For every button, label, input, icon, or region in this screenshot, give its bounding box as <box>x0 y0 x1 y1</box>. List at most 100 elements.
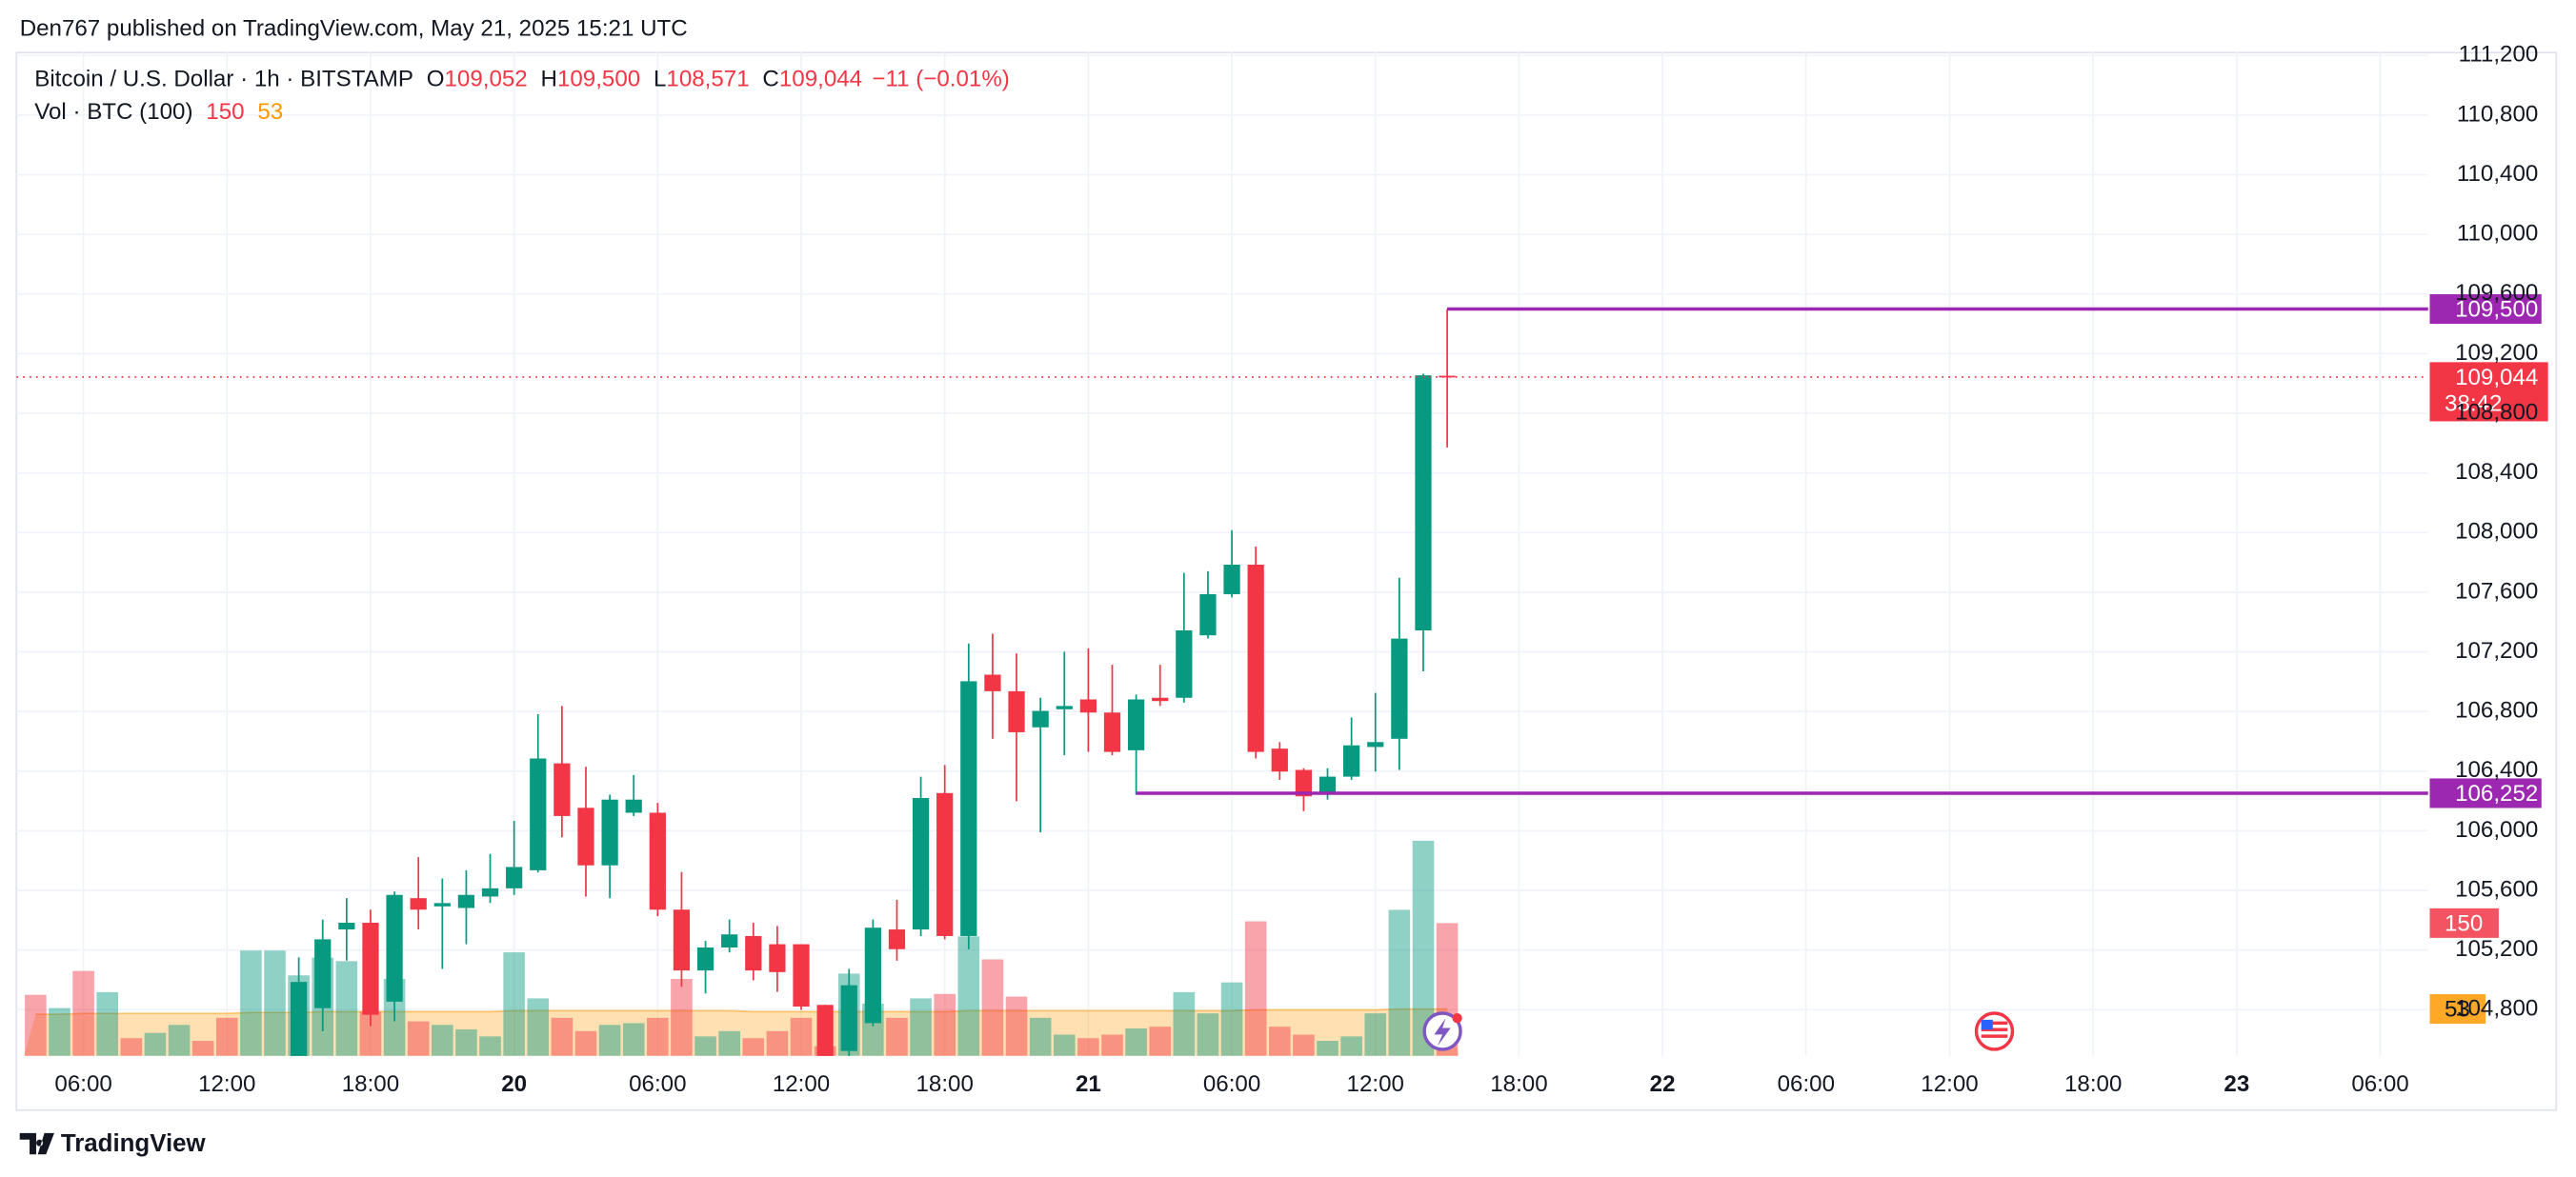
candle-body <box>793 944 810 1007</box>
x-tick-label: 18:00 <box>342 1071 399 1097</box>
y-tick-label: 105,200 <box>2455 936 2538 962</box>
ohlc-key: C <box>762 67 778 92</box>
volume-bar <box>551 1017 574 1056</box>
volume-bar <box>1125 1028 1147 1056</box>
y-tick-label: 106,000 <box>2455 817 2538 843</box>
y-tick-label: 110,800 <box>2457 101 2538 127</box>
price-label-box <box>2429 293 2542 324</box>
volume-bar <box>1268 1027 1291 1056</box>
y-tick-label: 104,800 <box>2455 996 2538 1022</box>
ohlc-value: 109,044 <box>779 67 862 92</box>
candle-body <box>1223 564 1240 594</box>
volume-label-box <box>2429 908 2499 938</box>
candle-body <box>314 939 332 1008</box>
volume-bar <box>790 1017 813 1056</box>
volume-bar <box>671 978 693 1056</box>
candle-body <box>960 681 977 936</box>
x-tick-label: 23 <box>2224 1071 2249 1097</box>
volume-label: 150 <box>2445 910 2483 936</box>
candle-body <box>1127 699 1145 750</box>
volume-ma-area <box>24 1008 1459 1056</box>
x-tick-label: 06:00 <box>1778 1071 1835 1097</box>
attribution: Den767 published on TradingView.com, May… <box>20 15 688 41</box>
x-tick-label: 18:00 <box>916 1071 974 1097</box>
volume-name: Vol · BTC (100) <box>34 99 192 125</box>
volume-bar <box>910 998 932 1056</box>
ohlc-value: 109,500 <box>557 67 640 92</box>
volume-bar <box>1005 996 1028 1056</box>
candle-body <box>1318 776 1337 795</box>
candle-body <box>936 792 954 936</box>
volume-bar <box>1053 1034 1076 1056</box>
volume-bar <box>718 1030 740 1056</box>
candle-body <box>1343 745 1360 777</box>
volume-bar <box>359 1011 382 1056</box>
y-tick-label: 107,600 <box>2455 578 2538 604</box>
volume-bar <box>407 1021 430 1056</box>
volume-bar <box>1077 1038 1099 1056</box>
change: −11 (−0.01%) <box>872 67 1009 92</box>
candle-body <box>1391 638 1408 739</box>
y-tick-label: 105,600 <box>2455 876 2538 902</box>
volume-bar <box>598 1025 621 1056</box>
candle-body <box>1152 697 1169 702</box>
candle-body <box>745 935 762 971</box>
volume-bar <box>622 1023 645 1056</box>
candle-body <box>912 797 930 930</box>
candle-body <box>1199 593 1217 636</box>
candle-body <box>1032 710 1049 728</box>
candles <box>290 309 1456 1056</box>
y-tick-label: 109,600 <box>2455 280 2538 306</box>
ohlc-value: 108,571 <box>666 67 749 92</box>
candle-body <box>888 929 906 949</box>
x-tick-label: 12:00 <box>1347 1071 1404 1097</box>
volume-bar <box>49 1007 70 1056</box>
volume-bar <box>647 1017 669 1056</box>
volume-bar <box>191 1041 214 1056</box>
candle-body <box>1056 706 1073 709</box>
volume-bar <box>1197 1013 1219 1056</box>
volume-bar <box>1173 991 1196 1056</box>
candle-body <box>530 758 547 870</box>
candle-body <box>1271 748 1288 772</box>
x-tick-label: 20 <box>501 1071 527 1097</box>
candle-body <box>721 934 738 948</box>
x-tick-label: 21 <box>1076 1071 1101 1097</box>
candle-body <box>1247 564 1264 752</box>
candle-body <box>433 903 451 907</box>
candle-body <box>816 1005 834 1056</box>
volume-bar <box>72 970 94 1056</box>
volume-bar <box>120 1038 143 1056</box>
candle-body <box>457 894 475 908</box>
candle-body <box>1103 712 1121 752</box>
candle-body <box>601 799 618 866</box>
x-tick-label: 06:00 <box>1203 1071 1260 1097</box>
price-label: 106,252 <box>2455 781 2538 807</box>
volume-bar <box>479 1036 501 1056</box>
candle-body <box>1008 690 1025 732</box>
candle-body <box>1176 630 1193 698</box>
candle-body <box>984 674 1001 691</box>
candle-body <box>625 799 642 813</box>
ohlc-key: L <box>654 67 666 92</box>
candle-body <box>338 923 355 930</box>
last-price-label: 109,044 <box>2455 365 2538 390</box>
y-tick-label: 110,400 <box>2457 161 2538 187</box>
candle-body <box>696 948 714 971</box>
symbol-title: Bitcoin / U.S. Dollar · 1h · BITSTAMP <box>34 67 413 92</box>
candle-body <box>769 944 786 972</box>
y-tick-label: 107,200 <box>2455 638 2538 664</box>
volume-bar <box>503 952 525 1056</box>
price-label: 109,500 <box>2455 297 2538 323</box>
volume-bar <box>1293 1034 1315 1056</box>
volume-bar <box>527 998 550 1056</box>
candle-body <box>553 763 571 816</box>
x-tick-label: 18:00 <box>2064 1071 2122 1097</box>
candle-body <box>864 928 881 1024</box>
volume-ma-line <box>35 1007 1448 1015</box>
volume-bar <box>742 1038 765 1056</box>
x-tick-label: 18:00 <box>1490 1071 1547 1097</box>
event-icon <box>1422 1011 1462 1051</box>
volume-bar <box>1364 1013 1387 1056</box>
